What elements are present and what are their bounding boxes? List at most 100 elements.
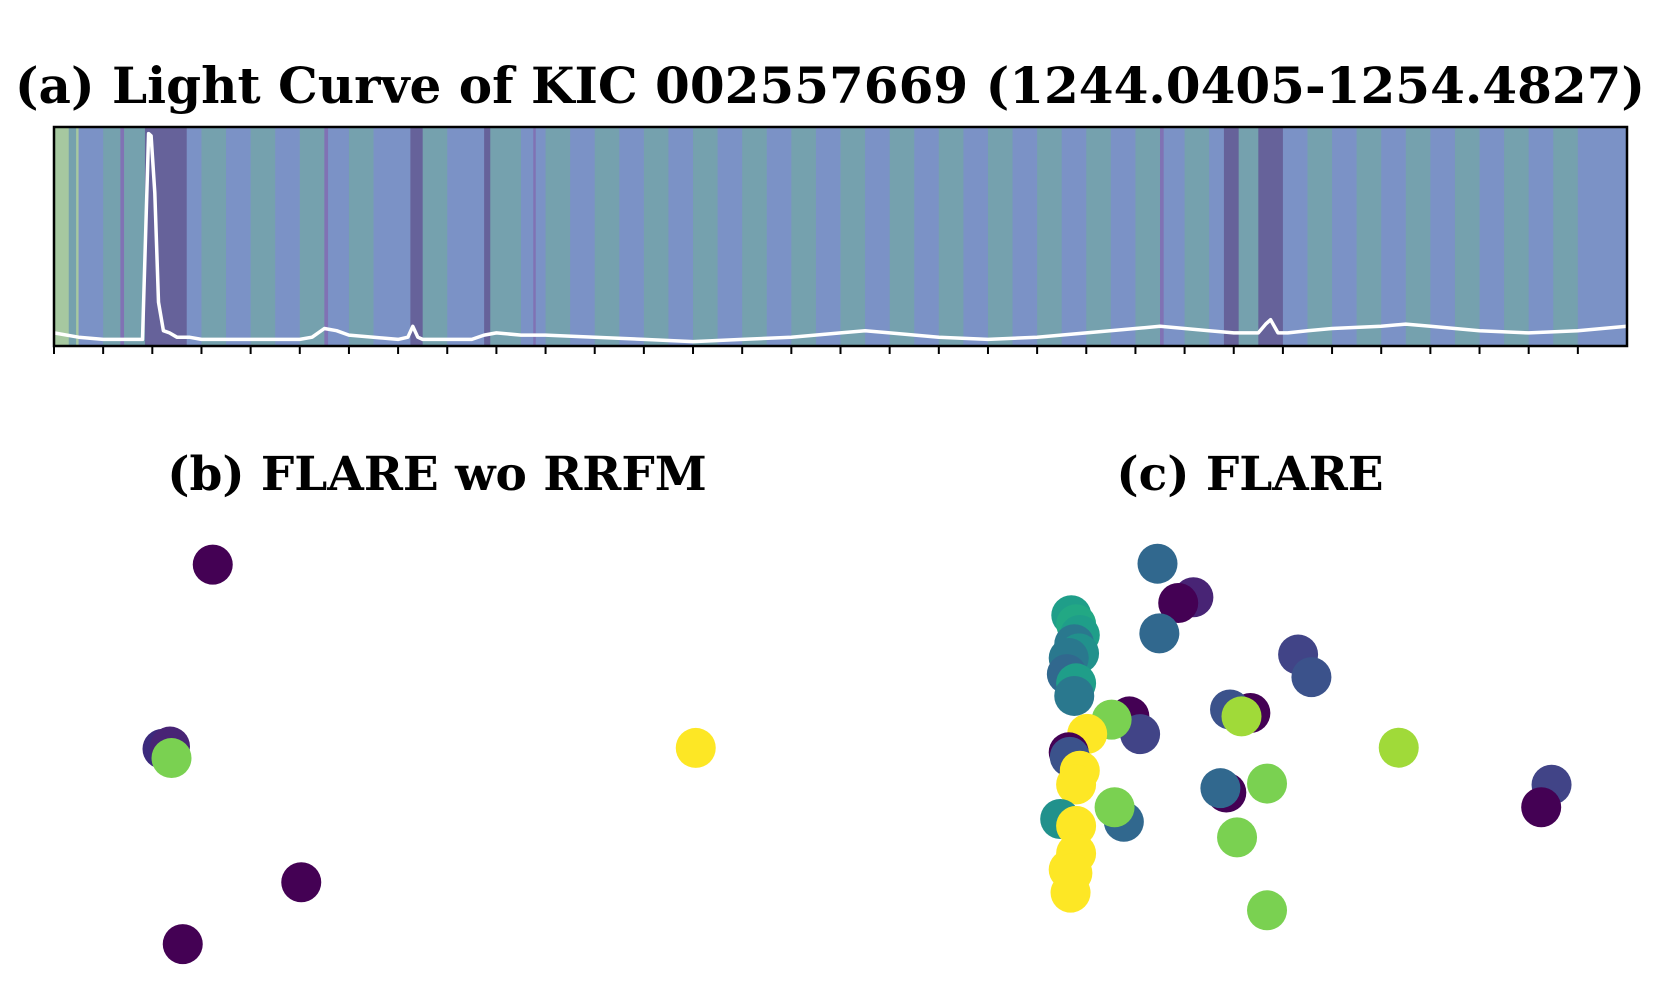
band-15	[328, 127, 350, 346]
band-59	[1307, 127, 1333, 346]
band-68	[1528, 127, 1554, 346]
band-52	[1163, 127, 1186, 346]
band-32	[693, 127, 719, 346]
band-49	[1110, 127, 1136, 346]
band-30	[643, 127, 669, 346]
band-20	[447, 127, 485, 346]
band-51	[1160, 127, 1165, 346]
band-0	[54, 127, 70, 346]
band-66	[1479, 127, 1505, 346]
band-50	[1135, 127, 1161, 346]
point-3	[151, 738, 192, 779]
band-62	[1381, 127, 1407, 346]
band-14	[324, 127, 329, 346]
panel-a-light-curve	[52, 125, 1629, 354]
band-48	[1086, 127, 1112, 346]
point-48	[1247, 890, 1288, 931]
band-64	[1430, 127, 1456, 346]
band-47	[1061, 127, 1087, 346]
band-31	[668, 127, 694, 346]
point-4	[1521, 787, 1562, 828]
x-axis	[53, 346, 1579, 354]
band-10	[226, 127, 252, 346]
band-40	[889, 127, 915, 346]
band-4	[103, 127, 121, 346]
band-65	[1454, 127, 1481, 346]
band-46	[1037, 127, 1063, 346]
band-8	[186, 127, 202, 346]
plot-frame	[52, 125, 1629, 348]
band-39	[865, 127, 891, 346]
band-44	[987, 127, 1014, 346]
band-28	[594, 127, 620, 346]
band-60	[1332, 127, 1358, 346]
band-9	[201, 127, 227, 346]
panel-b-title: (b) FLARE wo RRFM	[167, 447, 707, 502]
point-47	[1217, 817, 1258, 858]
band-5	[120, 127, 125, 346]
band-33	[717, 127, 743, 346]
band-3	[78, 127, 104, 346]
band-6	[124, 127, 146, 346]
panel-c-title: (c) FLARE	[1116, 447, 1383, 502]
band-22	[490, 127, 522, 346]
band-63	[1405, 127, 1431, 346]
band-25	[535, 127, 547, 346]
band-11	[250, 127, 276, 346]
band-12	[275, 127, 301, 346]
band-67	[1504, 127, 1530, 346]
band-58	[1282, 127, 1308, 346]
band-2	[76, 127, 80, 346]
panel-b-scatter	[142, 544, 716, 965]
point-18	[1200, 768, 1241, 809]
band-54	[1209, 127, 1225, 346]
band-29	[619, 127, 645, 346]
point-51	[1221, 696, 1262, 737]
band-42	[938, 127, 964, 346]
band-38	[840, 127, 866, 346]
band-53	[1184, 127, 1210, 346]
window-bands	[54, 127, 1628, 346]
band-57	[1258, 127, 1284, 346]
band-23	[520, 127, 534, 346]
point-50	[1378, 727, 1419, 768]
band-55	[1223, 127, 1240, 346]
point-3	[162, 924, 203, 965]
point-52	[1056, 805, 1097, 846]
point-4	[675, 727, 716, 768]
band-45	[1012, 127, 1038, 346]
point-61	[1050, 872, 1091, 913]
point-15	[1291, 657, 1332, 698]
band-36	[791, 127, 817, 346]
point-20	[1137, 543, 1178, 584]
point-49	[1247, 763, 1288, 804]
point-5	[281, 862, 322, 903]
band-69	[1553, 127, 1579, 346]
light-curve-line	[53, 131, 1628, 344]
band-13	[299, 127, 325, 346]
light-curve	[53, 131, 1628, 344]
point-46	[1094, 787, 1135, 828]
band-70	[1577, 127, 1628, 346]
point-29	[1054, 675, 1095, 716]
panel-c-scatter	[1040, 543, 1572, 931]
band-56	[1238, 127, 1259, 346]
band-17	[373, 127, 411, 346]
point-4	[192, 544, 233, 585]
band-41	[914, 127, 940, 346]
point-11	[1158, 583, 1199, 624]
band-34	[742, 127, 768, 346]
band-27	[570, 127, 596, 346]
band-19	[422, 127, 448, 346]
band-61	[1356, 127, 1382, 346]
band-26	[545, 127, 571, 346]
point-19	[1139, 613, 1180, 654]
point-53	[1056, 764, 1097, 805]
band-1	[68, 127, 77, 346]
band-18	[410, 127, 424, 346]
band-35	[766, 127, 792, 346]
panel-a-title: (a) Light Curve of KIC 002557669 (1244.0…	[15, 56, 1645, 115]
band-37	[815, 127, 841, 346]
band-24	[533, 127, 537, 346]
